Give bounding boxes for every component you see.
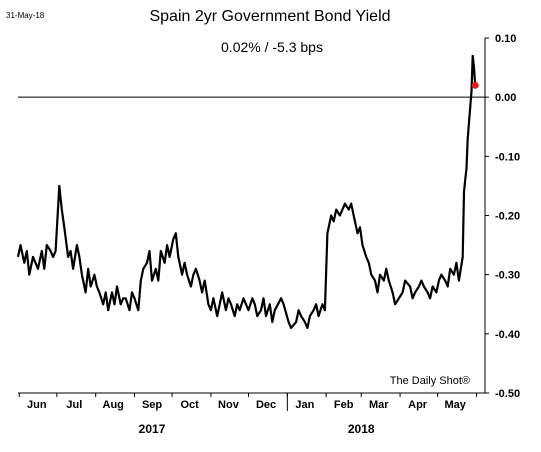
- x-tick-label: Dec: [256, 399, 276, 411]
- x-axis: Jun Jul Aug Sep Oct Nov Dec Jan Feb Mar Apr May 2017…: [18, 392, 485, 436]
- y-tick-label: -0.50: [495, 388, 520, 400]
- x-tick-label: Jul: [66, 399, 82, 411]
- date-stamp: 31-May-18: [6, 11, 45, 20]
- y-tick-label: -0.30: [495, 270, 520, 282]
- y-tick-label: -0.40: [495, 329, 520, 341]
- y-tick-label: -0.10: [495, 151, 520, 163]
- last-value-marker: [471, 81, 479, 89]
- x-tick-label: Feb: [334, 399, 354, 411]
- yield-series-line: [16, 54, 477, 329]
- x-tick-label: Sep: [142, 399, 162, 411]
- y-tick-label: 0.10: [495, 33, 516, 45]
- x-tick-label: Mar: [369, 399, 389, 411]
- source-label: The Daily Shot®: [390, 375, 470, 387]
- year-label: 2017: [139, 422, 166, 436]
- y-tick-label: 0.00: [495, 92, 516, 104]
- chart-subtitle: 0.02% / -5.3 bps: [221, 39, 323, 55]
- y-axis: 0.10 0.00 -0.10 -0.20 -0.30 -0.40 -0.50: [484, 33, 520, 400]
- x-tick-label: Nov: [218, 399, 240, 411]
- x-tick-label: Apr: [408, 399, 428, 411]
- plot-area: [16, 54, 479, 329]
- year-label: 2018: [348, 422, 375, 436]
- x-tick-label: Aug: [103, 399, 124, 411]
- y-tick-label: -0.20: [495, 211, 520, 223]
- chart-title: Spain 2yr Government Bond Yield: [149, 8, 390, 25]
- x-tick-label: Jun: [27, 399, 47, 411]
- x-tick-label: May: [444, 399, 466, 411]
- x-tick-label: Oct: [180, 399, 199, 411]
- x-tick-label: Jan: [295, 399, 314, 411]
